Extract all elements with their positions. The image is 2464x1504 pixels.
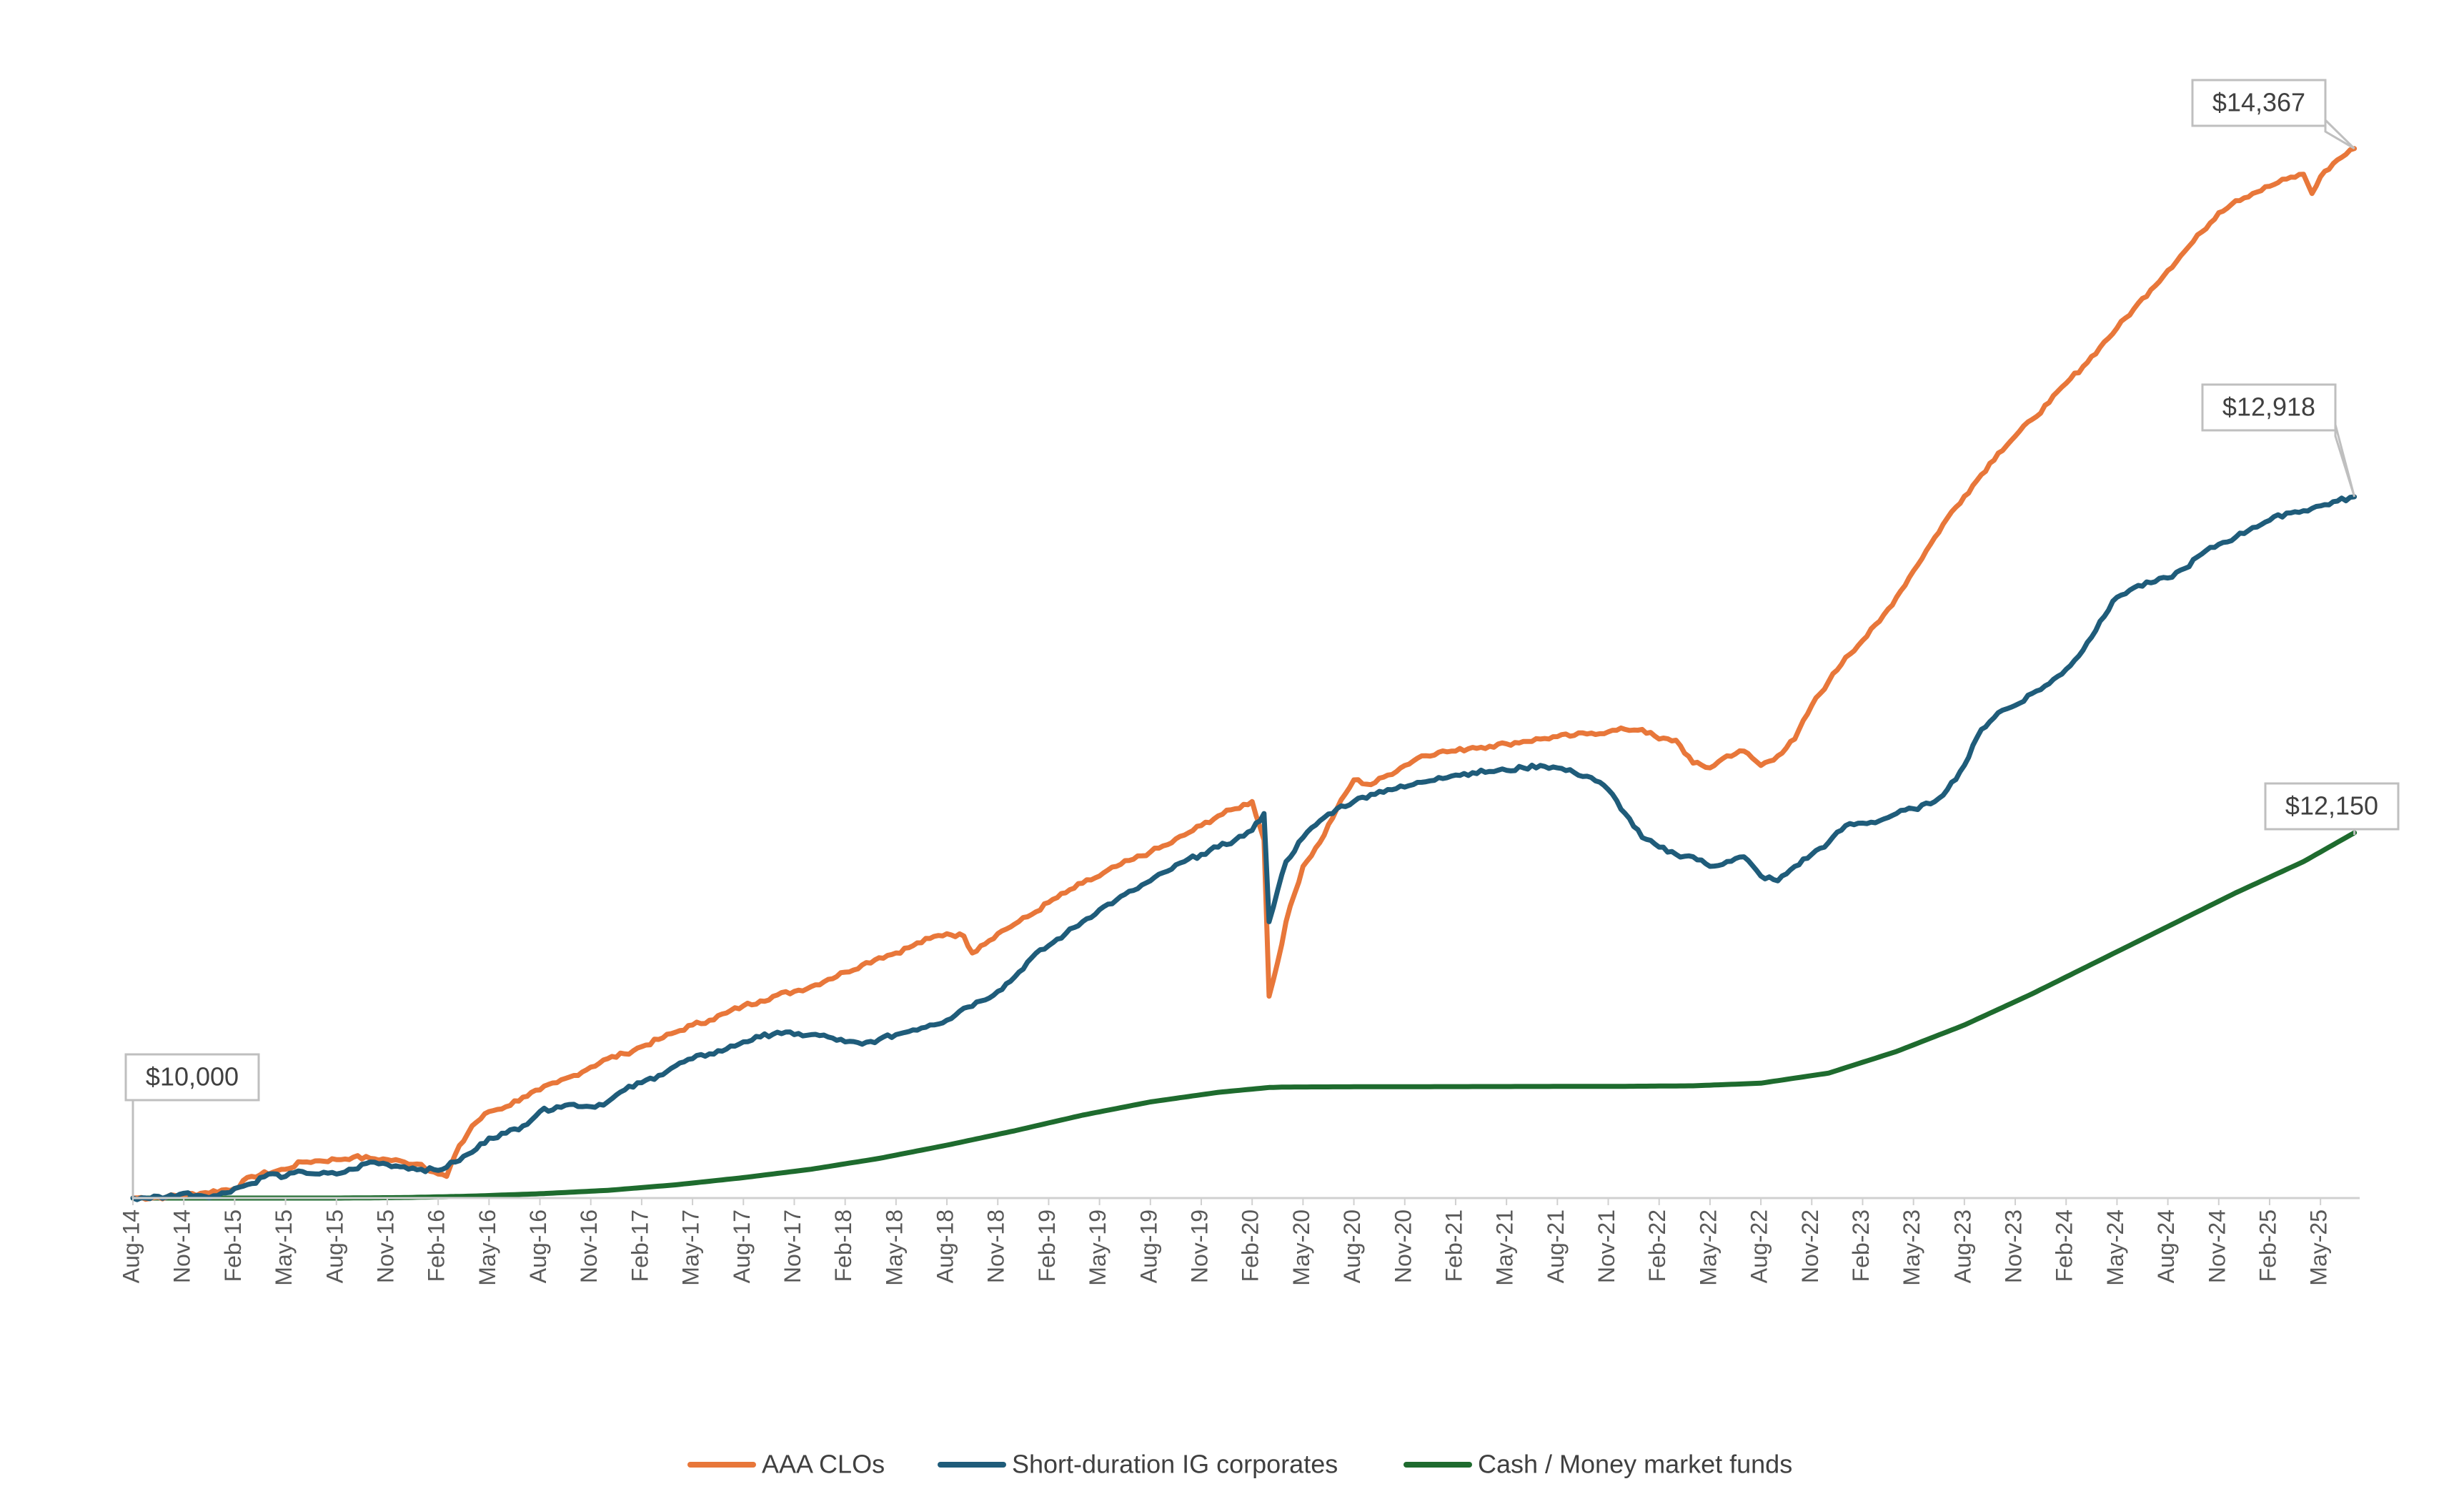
x-tick-label: May-17 bbox=[678, 1209, 704, 1286]
x-tick-label: Feb-19 bbox=[1034, 1209, 1060, 1282]
callout-label: $12,918 bbox=[2222, 392, 2315, 422]
legend-item-short-duration-ig-corporates: Short-duration IG corporates bbox=[938, 1450, 1338, 1479]
callout-12-150: $12,150 bbox=[2264, 782, 2400, 835]
callout-label: $10,000 bbox=[146, 1062, 239, 1092]
x-tick-label: Nov-24 bbox=[2204, 1209, 2230, 1283]
x-tick-label: Nov-20 bbox=[1390, 1209, 1416, 1283]
x-tick-label: Nov-19 bbox=[1186, 1209, 1212, 1283]
x-tick-label: Nov-22 bbox=[1797, 1209, 1823, 1283]
x-tick-label: May-19 bbox=[1085, 1209, 1111, 1286]
x-tick-label: Nov-14 bbox=[169, 1209, 195, 1283]
x-tick-label: Aug-23 bbox=[1949, 1209, 1975, 1283]
x-tick-label: May-21 bbox=[1492, 1209, 1518, 1286]
callout-box bbox=[2264, 782, 2400, 831]
callout-label: $14,367 bbox=[2212, 88, 2305, 117]
x-tick-label: May-25 bbox=[2306, 1209, 2332, 1286]
x-tick-label: Feb-25 bbox=[2255, 1209, 2280, 1282]
callout-14-367: $14,367 bbox=[2191, 79, 2355, 150]
x-tick-label: Aug-20 bbox=[1339, 1209, 1365, 1283]
callout-box bbox=[2201, 383, 2337, 432]
x-tick-label: Nov-18 bbox=[983, 1209, 1009, 1283]
legend-label: AAA CLOs bbox=[762, 1450, 885, 1479]
legend-label: Short-duration IG corporates bbox=[1012, 1450, 1338, 1479]
x-tick-label: May-23 bbox=[1899, 1209, 1924, 1286]
callout-box bbox=[2191, 79, 2327, 127]
legend-item-aaa-clos: AAA CLOs bbox=[687, 1450, 885, 1479]
x-tick-label: Nov-21 bbox=[1594, 1209, 1619, 1283]
x-tick-label: May-18 bbox=[881, 1209, 907, 1286]
series-line-short-duration-ig-corporates bbox=[130, 494, 2358, 1202]
x-tick-label: Feb-17 bbox=[627, 1209, 652, 1282]
legend-label: Cash / Money market funds bbox=[1478, 1450, 1792, 1479]
callout-label: $12,150 bbox=[2285, 791, 2378, 821]
series-lines bbox=[130, 146, 2358, 1202]
x-tick-label: Feb-24 bbox=[2052, 1209, 2077, 1282]
x-tick-label: Aug-22 bbox=[1747, 1209, 1772, 1283]
x-tick-label: Aug-15 bbox=[322, 1209, 347, 1283]
x-tick-label: May-20 bbox=[1288, 1209, 1314, 1286]
x-tick-label: Nov-16 bbox=[576, 1209, 602, 1283]
x-tick-label: Feb-23 bbox=[1848, 1209, 1874, 1282]
x-tick-label: Aug-17 bbox=[729, 1209, 755, 1283]
x-tick-label: Feb-15 bbox=[220, 1209, 246, 1282]
x-tick-label: May-16 bbox=[475, 1209, 500, 1286]
x-tick-label: Nov-23 bbox=[2000, 1209, 2026, 1283]
legend: AAA CLOs Short-duration IG corporates Cash… bbox=[687, 1450, 1792, 1479]
legend-item-cash-money-market-funds: Cash / Money market funds bbox=[1404, 1450, 1792, 1479]
x-tick-label: May-22 bbox=[1695, 1209, 1721, 1286]
x-axis-ticks: Aug-14 Nov-14 Feb-15 May-15 Aug-15 Nov-15 Feb-… bbox=[118, 1198, 2332, 1286]
x-tick-label: Feb-16 bbox=[424, 1209, 449, 1282]
x-tick-label: Aug-24 bbox=[2153, 1209, 2179, 1283]
x-tick-label: Aug-21 bbox=[1543, 1209, 1569, 1283]
callout-pointer bbox=[2324, 117, 2355, 150]
x-tick-label: Nov-15 bbox=[372, 1209, 398, 1283]
x-tick-label: Feb-22 bbox=[1644, 1209, 1670, 1282]
x-tick-label: Aug-19 bbox=[1136, 1209, 1161, 1283]
x-tick-label: Feb-21 bbox=[1441, 1209, 1466, 1282]
series-line-cash-money-market-funds bbox=[130, 830, 2358, 1201]
callout-12-918: $12,918 bbox=[2201, 383, 2356, 498]
x-tick-label: Nov-17 bbox=[780, 1209, 805, 1283]
x-tick-label: Aug-18 bbox=[932, 1209, 958, 1283]
x-tick-label: May-24 bbox=[2102, 1209, 2128, 1286]
callout-box bbox=[124, 1053, 260, 1102]
x-tick-label: Feb-18 bbox=[830, 1209, 856, 1282]
x-tick-label: Feb-20 bbox=[1238, 1209, 1263, 1282]
x-tick-label: Aug-14 bbox=[118, 1209, 144, 1283]
series-line-aaa-clos bbox=[130, 146, 2358, 1202]
x-tick-label: Aug-16 bbox=[525, 1209, 551, 1283]
x-tick-label: May-15 bbox=[271, 1209, 297, 1286]
value-callouts: $10,000 $14,367 $12,918 $12,150 bbox=[124, 79, 2400, 1198]
callout-10-000: $10,000 bbox=[124, 1053, 260, 1198]
callout-pointer bbox=[2334, 424, 2356, 498]
